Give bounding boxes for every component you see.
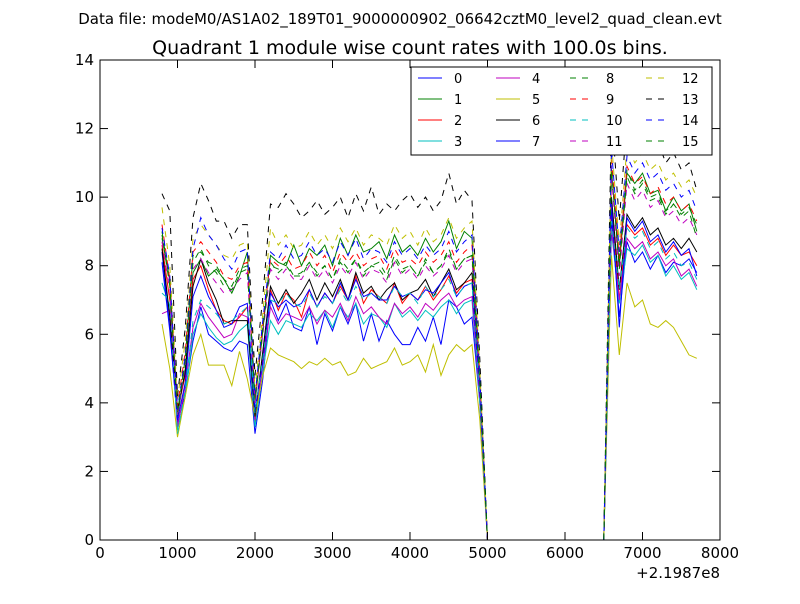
legend-label-6: 6 (532, 114, 540, 129)
legend-label-11: 11 (606, 135, 623, 150)
legend-label-3: 3 (454, 135, 462, 150)
legend-label-0: 0 (454, 72, 462, 87)
legend-label-10: 10 (606, 114, 623, 129)
series-line-5 (161, 255, 697, 541)
x-tick-label: 2000 (236, 544, 274, 562)
x-tick-label: 3000 (313, 544, 351, 562)
legend-label-7: 7 (532, 135, 540, 150)
y-tick-label: 0 (84, 531, 94, 549)
legend-label-15: 15 (682, 135, 699, 150)
legend-label-13: 13 (682, 93, 699, 108)
legend-label-8: 8 (606, 72, 614, 87)
x-tick-label: 6000 (546, 544, 584, 562)
legend-label-1: 1 (454, 93, 462, 108)
legend-label-5: 5 (532, 93, 540, 108)
y-tick-label: 8 (84, 257, 94, 275)
y-tick-label: 6 (84, 325, 94, 343)
series-line-4 (161, 227, 698, 541)
series-line-15 (161, 169, 698, 541)
legend-label-2: 2 (454, 114, 462, 129)
y-tick-label: 2 (84, 462, 94, 480)
plot-lines (161, 111, 698, 541)
y-tick-label: 10 (75, 188, 94, 206)
series-line-6 (161, 197, 698, 541)
x-tick-label: 5000 (468, 544, 506, 562)
series-line-10 (161, 221, 698, 541)
chart-title: Quadrant 1 module wise count rates with … (152, 37, 668, 59)
axes: 0 1000 2000 3000 4000 5000 6000 7000 80000246810… (75, 51, 739, 562)
legend-label-12: 12 (682, 72, 699, 87)
legend-label-4: 4 (532, 72, 540, 87)
y-tick-label: 14 (75, 51, 94, 69)
x-tick-label: 4000 (391, 544, 429, 562)
x-tick-label: 0 (95, 544, 105, 562)
y-tick-label: 4 (84, 394, 94, 412)
legend-label-14: 14 (682, 114, 699, 129)
series-line-12 (161, 142, 698, 541)
x-tick-label: 8000 (701, 544, 739, 562)
legend-label-9: 9 (606, 93, 614, 108)
legend-box (410, 66, 713, 156)
series-line-14 (161, 149, 698, 541)
y-tick-label: 12 (75, 120, 94, 138)
x-offset-label: +2.1987e8 (636, 564, 720, 582)
series-line-1 (161, 169, 698, 541)
x-tick-label: 1000 (158, 544, 196, 562)
series-line-11 (161, 176, 698, 541)
x-tick-label: 7000 (623, 544, 661, 562)
suptitle: Data file: modeM0/AS1A02_189T01_90000009… (78, 10, 722, 29)
